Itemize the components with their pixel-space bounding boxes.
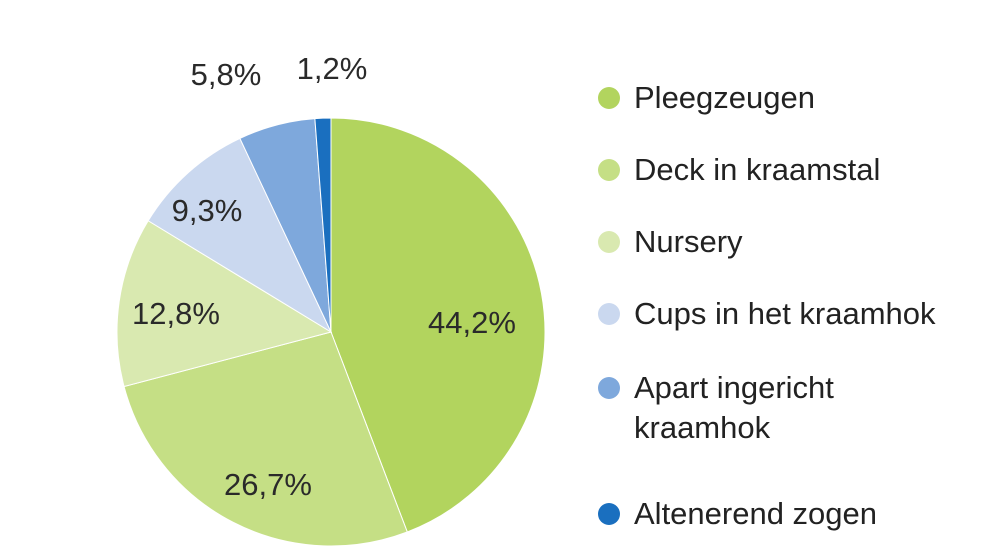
data-label-pleegzeugen: 44,2%: [428, 305, 516, 340]
legend-swatch: [598, 87, 620, 109]
data-label-nursery: 12,8%: [132, 296, 220, 331]
data-label-deck-in-kraamstal: 26,7%: [224, 467, 312, 502]
legend-swatch: [598, 231, 620, 253]
legend-item-cups-in-het-kraamhok: Cups in het kraamhok: [598, 294, 984, 334]
legend-swatch: [598, 503, 620, 525]
data-label-altenerend-zogen: 1,2%: [297, 51, 368, 86]
legend-label: Apart ingericht kraamhok: [634, 370, 834, 445]
data-label-cups-in-het-kraamhok: 9,3%: [172, 193, 243, 228]
legend-swatch: [598, 377, 620, 399]
legend-swatch: [598, 303, 620, 325]
pie-slice-deck-in-kraamstal: [123, 331, 408, 546]
pie-slice-cups-in-het-kraamhok: [147, 137, 333, 334]
legend-item-altenerend-zogen: Altenerend zogen: [598, 494, 984, 534]
pie-slice-nursery: [116, 220, 333, 388]
legend-label: Nursery: [634, 224, 743, 259]
pie-slice-pleegzeugen: [330, 117, 546, 533]
legend-swatch: [598, 159, 620, 181]
pie-slice-altenerend-zogen: [314, 117, 332, 333]
legend-label: Pleegzeugen: [634, 80, 815, 115]
legend-item-nursery: Nursery: [598, 222, 984, 262]
data-label-apart-ingericht-kraamhok: 5,8%: [191, 57, 262, 92]
legend-label: Deck in kraamstal: [634, 152, 881, 187]
legend-item-apart-ingericht-kraamhok: Apart ingericht kraamhok: [598, 368, 884, 448]
legend-label: Cups in het kraamhok: [634, 296, 936, 331]
legend-item-pleegzeugen: Pleegzeugen: [598, 78, 984, 118]
legend-item-deck-in-kraamstal: Deck in kraamstal: [598, 150, 984, 190]
legend-label: Altenerend zogen: [634, 496, 878, 531]
